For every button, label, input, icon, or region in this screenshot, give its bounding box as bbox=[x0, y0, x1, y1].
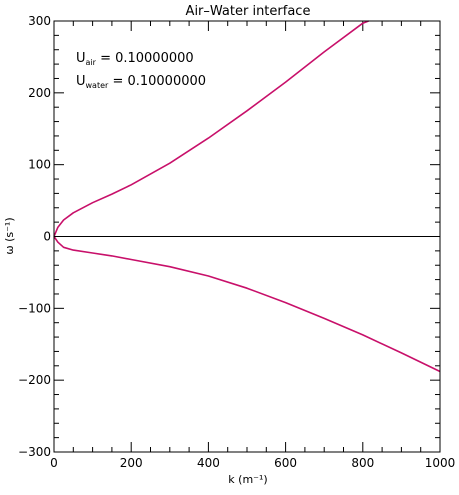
series-line-1 bbox=[53, 20, 369, 237]
annotation-subscript: water bbox=[86, 81, 110, 90]
annotation-value: = 0.10000000 bbox=[108, 74, 206, 89]
series-line-2 bbox=[53, 236, 441, 373]
y-tick-label: 0 bbox=[43, 230, 51, 244]
y-tick-label: 300 bbox=[28, 14, 51, 28]
y-tick-label: 100 bbox=[28, 158, 51, 172]
x-tick-label: 0 bbox=[50, 456, 58, 470]
y-tick-label: −300 bbox=[18, 445, 51, 459]
tick-labels: 0 200 400 600 800 1000 −300 −200 −100 0 100 200 300 bbox=[18, 14, 455, 470]
annotation-air: Uair = 0.10000000 bbox=[76, 51, 194, 67]
x-tick-label: 200 bbox=[120, 456, 143, 470]
chart-title: Air–Water interface bbox=[186, 4, 311, 19]
annotation-symbol: U bbox=[76, 51, 86, 66]
annotation-water: Uwater = 0.10000000 bbox=[76, 74, 206, 90]
y-tick-label: −100 bbox=[18, 301, 51, 315]
y-tick-label: −200 bbox=[18, 373, 51, 387]
annotation-subscript: air bbox=[86, 58, 97, 67]
annotation-symbol: U bbox=[76, 74, 86, 89]
y-axis-label: ω (s⁻¹) bbox=[3, 217, 16, 254]
x-axis-label: k (m⁻¹) bbox=[228, 473, 267, 486]
x-tick-label: 800 bbox=[351, 456, 374, 470]
series-lines bbox=[53, 20, 441, 373]
plot-frame bbox=[53, 20, 441, 453]
y-tick-label: 200 bbox=[28, 86, 51, 100]
x-tick-label: 400 bbox=[197, 456, 220, 470]
x-tick-label: 600 bbox=[274, 456, 297, 470]
annotation-value: = 0.10000000 bbox=[96, 51, 194, 66]
x-tick-label: 1000 bbox=[425, 456, 456, 470]
